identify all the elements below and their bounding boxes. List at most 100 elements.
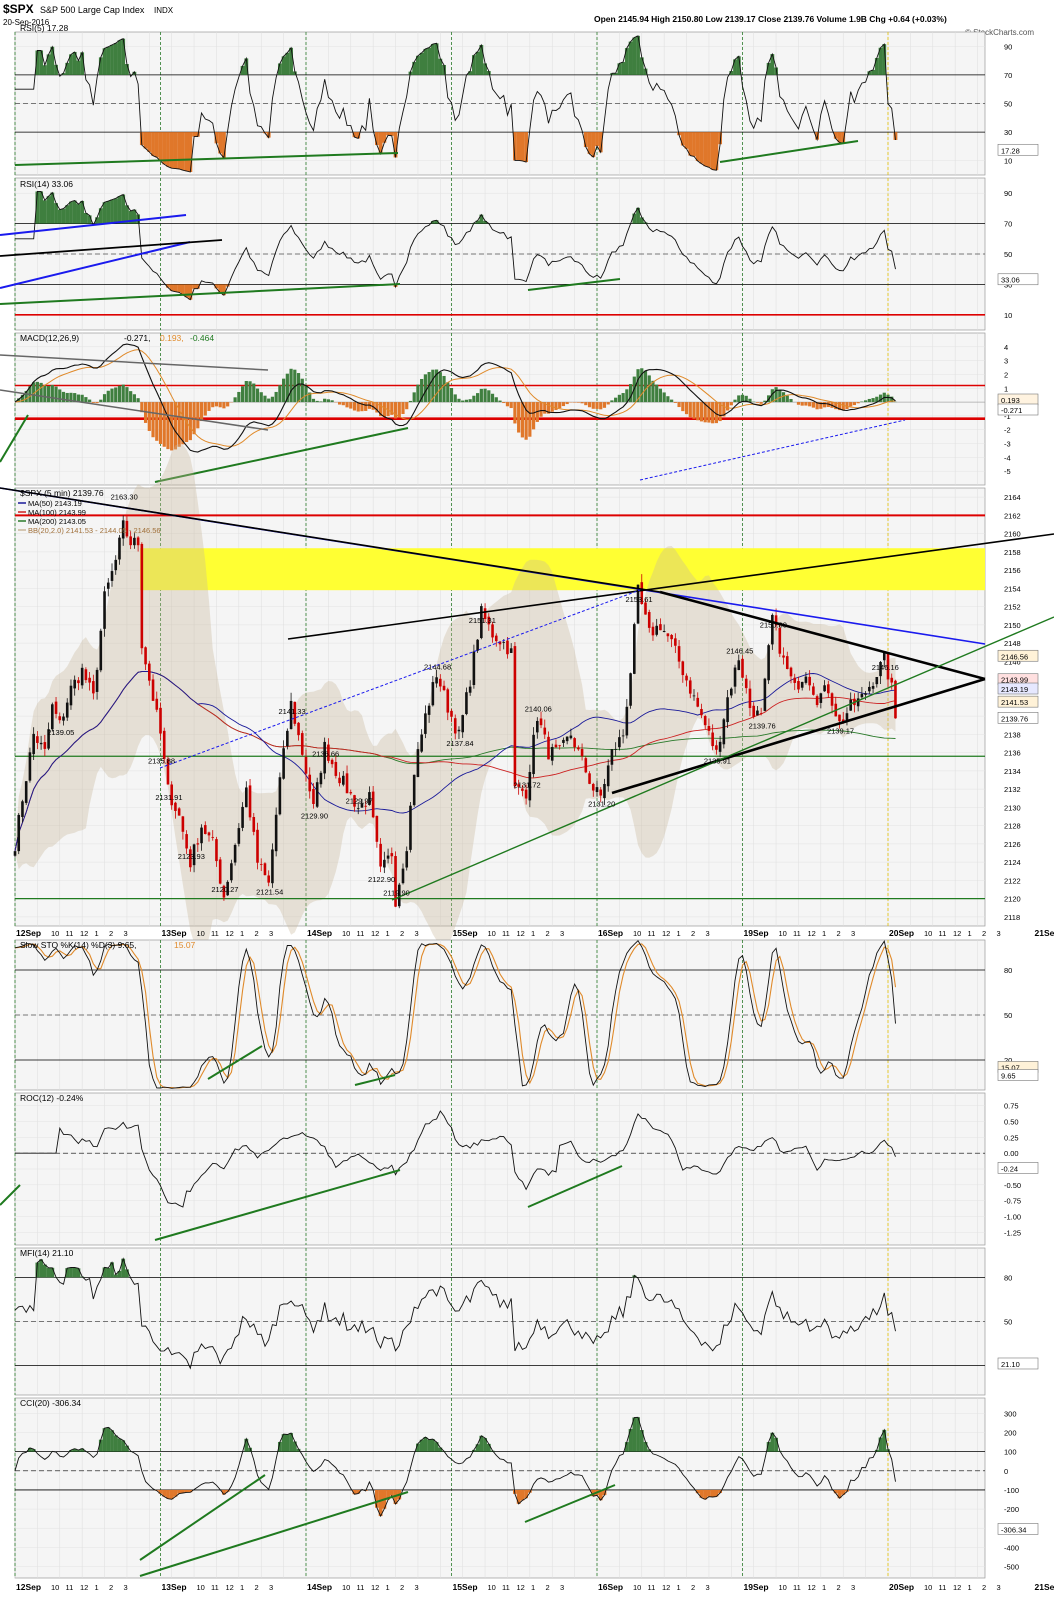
macd-histogram-bar: [483, 389, 486, 402]
price-annotation: 2129.90: [301, 811, 328, 820]
price-candle-body: [357, 808, 360, 809]
macd-histogram-bar: [659, 389, 662, 402]
macd-histogram-bar: [730, 402, 733, 405]
price-candle-body: [756, 711, 759, 716]
time-axis-bottom-date-label: 20Sep: [889, 1582, 914, 1592]
macd-histogram-bar: [327, 399, 330, 402]
time-axis-top-hour-label: 11: [502, 929, 510, 938]
time-axis-bottom-hour-label: 10: [51, 1583, 59, 1592]
price-annotation: 2151.31: [469, 616, 496, 625]
price-candle-body: [614, 749, 617, 750]
time-axis-bottom-hour-label: 1: [968, 1583, 972, 1592]
macd-histogram-bar: [114, 387, 117, 402]
price-candle-body: [133, 538, 136, 545]
time-axis-top-hour-label: 2: [400, 929, 404, 938]
price-candle-body: [435, 677, 438, 683]
time-axis-top-hour-label: 3: [851, 929, 855, 938]
price-annotation: 2150.80: [760, 621, 787, 630]
price-candle-body: [857, 698, 860, 706]
rsi14-ob-fill: [65, 205, 69, 223]
price-candle-body: [182, 816, 185, 831]
rsi14-ob-fill: [118, 196, 122, 224]
macd-histogram-bar: [81, 395, 84, 402]
time-axis-bottom-hour-label: 10: [924, 1583, 932, 1592]
price-candle-body: [820, 693, 823, 703]
time-axis-top-hour-label: 10: [197, 929, 205, 938]
macd-title-hist: -0.464: [190, 333, 214, 343]
macd-histogram-bar: [588, 402, 591, 407]
time-axis-top-hour-label: 2: [255, 929, 259, 938]
macd-histogram-bar: [566, 402, 569, 404]
time-axis-bottom-date-label: 13Sep: [162, 1582, 187, 1592]
time-axis-bottom-date-label: 19Sep: [744, 1582, 769, 1592]
macd-histogram-bar: [252, 384, 255, 403]
macd-y-tick: -2: [1004, 426, 1011, 435]
macd-y-tick: 4: [1004, 343, 1008, 352]
price-candle-body: [562, 740, 565, 743]
macd-histogram-bar: [409, 401, 412, 402]
time-axis-bottom-hour-label: 12: [517, 1583, 525, 1592]
price-candle-body: [779, 628, 782, 654]
rsi14-ob-fill: [632, 214, 636, 224]
price-candle-body: [846, 713, 849, 720]
macd-histogram-bar: [297, 373, 300, 402]
price-candle-body: [876, 677, 879, 684]
price-candle-body: [491, 624, 494, 637]
rsi5-ob-fill: [427, 48, 431, 75]
rsi5-y-tick: 30: [1004, 128, 1012, 137]
macd-histogram-bar: [383, 402, 386, 417]
rsi5-os-fill: [700, 132, 704, 164]
price-candle-body: [670, 635, 673, 639]
cci-low-fill: [390, 1490, 394, 1496]
macd-histogram-bar: [189, 402, 192, 440]
time-axis-top-hour-label: 11: [793, 929, 801, 938]
time-axis-top-hour-label: 1: [95, 929, 99, 938]
price-annotation: 2135.88: [148, 757, 175, 766]
rsi5-ob-fill: [65, 63, 69, 75]
price-candle-body: [816, 696, 819, 705]
macd-histogram-bar: [778, 390, 781, 403]
time-axis-bottom-hour-label: 10: [488, 1583, 496, 1592]
time-axis-bottom-date-label: 12Sep: [16, 1582, 41, 1592]
macd-histogram-bar: [648, 375, 651, 402]
price-y-tick: 2118: [1004, 913, 1020, 922]
macd-histogram-bar: [416, 385, 419, 402]
cci-y-tick: -500: [1004, 1563, 1019, 1572]
roc-last-value: -0.24: [1001, 1164, 1018, 1173]
time-axis-bottom-hour-label: 12: [808, 1583, 816, 1592]
time-axis-top-hour-label: 2: [109, 929, 113, 938]
price-candle-body: [424, 713, 427, 734]
price-candle-body: [364, 806, 367, 807]
macd-histogram-bar: [219, 402, 222, 407]
price-last-value: 2141.53: [1001, 698, 1028, 707]
mfi-high-fill: [50, 1268, 54, 1278]
price-candle-body: [663, 631, 666, 632]
price-y-tick: 2128: [1004, 822, 1021, 831]
mfi-high-fill: [106, 1268, 110, 1277]
cci-high-fill: [125, 1446, 129, 1452]
macd-histogram-bar: [465, 400, 468, 402]
price-y-tick: 2160: [1004, 530, 1021, 539]
macd-histogram-bar: [857, 402, 860, 403]
price-candle-body: [215, 839, 218, 861]
price-candle-body: [502, 642, 505, 643]
time-axis-top-hour-label: 12: [226, 929, 234, 938]
time-axis-bottom-hour-label: 1: [386, 1583, 390, 1592]
price-candle-body: [342, 776, 345, 785]
rsi5-os-fill: [714, 132, 718, 170]
macd-histogram-bar: [166, 402, 169, 449]
macd-histogram-bar: [304, 385, 307, 402]
price-candle-body: [208, 832, 211, 835]
time-axis-top-hour-label: 2: [982, 929, 986, 938]
price-candle-body: [633, 624, 636, 674]
price-candle-body: [745, 679, 748, 688]
macd-histogram-bar: [122, 385, 125, 402]
rsi5-os-fill: [595, 132, 599, 146]
price-candle-body: [144, 647, 147, 664]
rsi5-ob-fill: [431, 44, 435, 75]
price-candle-body: [461, 715, 464, 732]
price-candle-body: [543, 728, 546, 735]
price-candle-body: [540, 718, 543, 725]
roc-y-tick: -1.00: [1004, 1213, 1021, 1222]
macd-histogram-bar: [84, 397, 87, 402]
